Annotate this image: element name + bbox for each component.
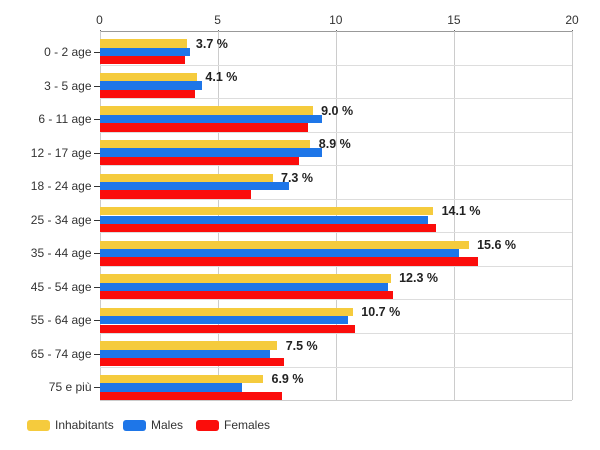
row-separator [99,332,572,334]
row-separator [99,299,572,301]
bar-females [100,190,252,199]
bar-inhabitants [100,140,311,149]
legend: Inhabitants Males Females [0,414,600,438]
x-tick-label: 0 [96,13,103,27]
gridline [572,31,573,400]
x-tick-label: 20 [565,13,579,27]
bar-males [100,316,349,325]
bar-males [100,181,289,191]
bar-males [100,282,389,291]
bar-males [100,81,202,90]
x-tick-label: 5 [214,13,221,27]
bar-inhabitants [100,307,353,317]
category-tick-mark [93,387,100,389]
legend-label-males: Males [151,418,184,432]
x-axis-line [99,31,572,32]
value-label: 6.9 % [271,372,304,386]
row-separator [99,198,572,200]
category-label: 65 - 74 age [30,346,92,361]
bar-females [100,257,478,266]
value-label: 7.5 % [285,338,318,353]
bar-females [100,89,195,99]
category-label: 18 - 24 age [30,179,92,194]
bar-males [100,249,460,258]
plot-bottom-border [99,400,572,401]
females-swatch [196,420,219,431]
legend-label-females: Females [224,418,271,432]
value-label: 14.1 % [441,204,481,219]
row-separator [99,64,572,66]
category-label: 75 e più [48,380,92,395]
row-separator [99,265,572,267]
category-label: 6 - 11 age [38,112,92,126]
category-tick-mark [93,85,100,87]
bar-males [100,47,190,57]
row-separator [99,131,572,133]
bar-inhabitants [100,39,188,48]
category-tick-mark [93,119,100,120]
value-label: 9.0 % [321,103,354,118]
row-separator [99,232,572,234]
bar-females [100,156,299,166]
bar-females [100,291,393,300]
bar-males [100,215,429,224]
bar-inhabitants [100,374,263,384]
bar-females [100,123,308,132]
category-tick-mark [93,320,100,322]
category-label: 35 - 44 age [30,246,92,261]
value-label: 8.9 % [318,137,351,152]
bar-males [100,383,242,392]
row-separator [99,98,572,100]
x-tick-label: 15 [447,13,461,27]
category-tick-mark [93,51,100,53]
bar-females [100,358,285,367]
bar-inhabitants [100,106,313,115]
legend-label-inhabitants: Inhabitants [55,418,114,432]
category-label: 3 - 5 age [44,78,92,93]
category-tick-mark [93,353,100,355]
x-tick-label: 10 [329,13,343,27]
value-label: 15.6 % [477,237,517,252]
row-separator [99,165,572,167]
bar-inhabitants [100,240,469,249]
category-label: 45 - 54 age [30,279,92,294]
value-label: 7.3 % [281,170,313,185]
category-label: 55 - 64 age [30,313,92,328]
bar-inhabitants [100,274,391,283]
bar-females [100,391,282,400]
bar-females [100,223,436,233]
category-label: 25 - 34 age [30,212,92,227]
category-tick-mark [93,186,100,188]
category-label: 0 - 2 age [44,44,92,59]
bar-inhabitants [100,72,197,82]
bar-inhabitants [100,173,273,182]
gridline [453,31,455,400]
category-tick-mark [93,152,100,154]
value-label: 10.7 % [361,304,401,319]
category-tick-mark [93,219,100,221]
category-tick-mark [93,253,100,255]
males-swatch [123,420,146,431]
value-label: 12.3 % [399,271,439,286]
bar-males [100,114,323,124]
inhabitants-swatch [27,420,50,431]
bar-inhabitants [100,207,434,216]
value-label: 3.7 % [195,36,228,51]
bar-females [100,56,185,65]
bar-males [100,148,323,157]
category-tick-mark [93,286,100,288]
category-label: 12 - 17 age [30,145,92,160]
bar-females [100,324,356,333]
bar-inhabitants [100,341,278,350]
value-label: 4.1 % [205,70,238,85]
bar-males [100,349,271,359]
row-separator [99,366,572,368]
